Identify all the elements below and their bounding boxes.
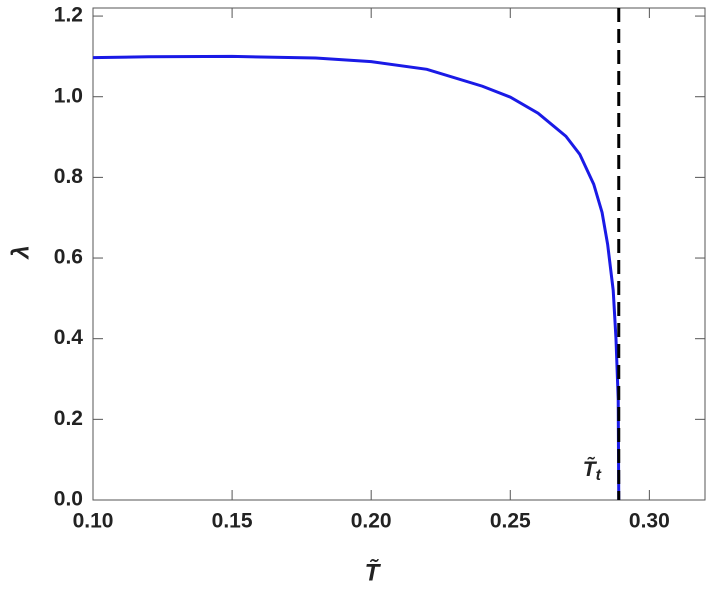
y-tick-label: 0.6: [54, 246, 83, 269]
threshold-label-sub: t: [596, 467, 602, 484]
y-tick-label: 1.0: [54, 84, 83, 107]
y-axis-title: λ: [7, 245, 34, 260]
curve: [92, 54, 621, 501]
threshold-label-main: T̃: [583, 457, 598, 481]
x-tick-label: 0.15: [212, 510, 253, 533]
y-tick-label: 0.2: [54, 407, 83, 430]
threshold-label: T̃t: [583, 457, 602, 484]
y-tick-label: 0.0: [54, 488, 83, 511]
y-tick-label: 0.8: [54, 165, 84, 188]
x-tick-label: 0.30: [629, 510, 670, 533]
x-tick-label: 0.25: [490, 510, 531, 533]
x-axis-title: T̃: [365, 559, 382, 587]
plot-frame: [92, 7, 706, 501]
x-tick-label: 0.10: [73, 510, 114, 533]
x-tick-label: 0.20: [351, 510, 392, 533]
y-tick-label: 1.2: [54, 4, 83, 27]
y-tick-label: 0.4: [54, 326, 84, 349]
